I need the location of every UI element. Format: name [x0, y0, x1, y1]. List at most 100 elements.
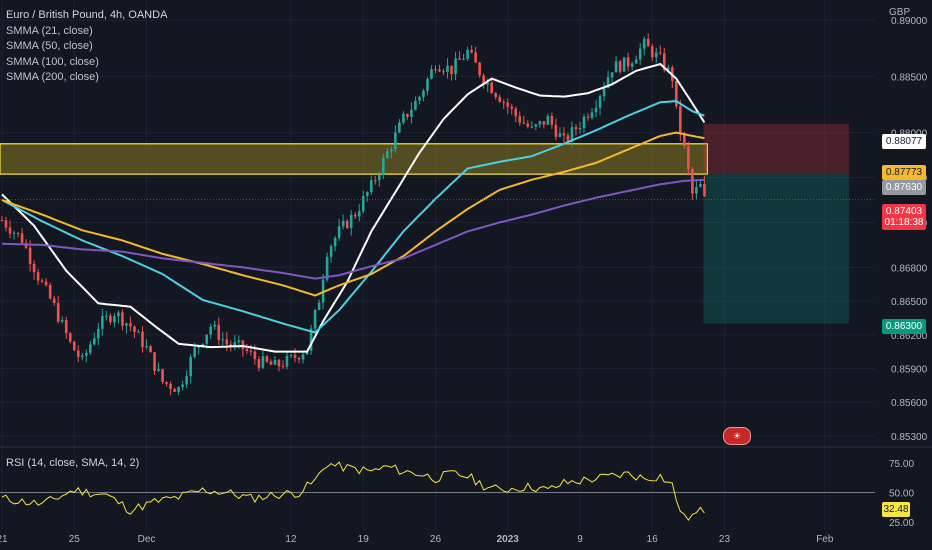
candle-body — [221, 339, 225, 341]
indicator-smma50-label[interactable]: SMMA (50, close) — [6, 40, 93, 52]
candle-body — [129, 323, 132, 327]
candle-body — [133, 326, 136, 332]
candle-body — [8, 227, 12, 234]
candle-body — [113, 316, 116, 323]
rsi-axis-tick-label: 25.00 — [889, 518, 914, 529]
candle-body — [225, 339, 229, 345]
price-axis-tick-label: 0.86800 — [891, 263, 928, 274]
candle-body — [277, 360, 281, 367]
candle-body — [333, 237, 337, 247]
candle-body — [414, 100, 417, 110]
candle-body — [490, 82, 493, 94]
candle-body — [410, 109, 413, 117]
candle-body — [313, 309, 317, 329]
candle-body — [606, 77, 610, 88]
candle-body — [4, 220, 8, 228]
time-axis-tick-label: 21 — [0, 534, 8, 545]
candle-body — [36, 272, 40, 281]
candle-body — [382, 157, 385, 175]
candle-body — [165, 382, 168, 384]
candle-body — [197, 346, 200, 348]
candle-body — [462, 58, 465, 60]
candle-body — [530, 126, 534, 128]
candle-body — [253, 351, 257, 360]
candle-body — [646, 38, 650, 47]
indicator-smma200-label[interactable]: SMMA (200, close) — [6, 71, 99, 83]
candle-body — [658, 52, 662, 54]
candle-body — [666, 67, 670, 70]
candle-body — [566, 135, 570, 141]
candle-body — [466, 49, 469, 59]
candle-body — [249, 350, 253, 352]
candle-body — [614, 61, 618, 73]
smma-line-0 — [1, 62, 706, 353]
candle-body — [209, 326, 213, 335]
candle-body — [189, 356, 192, 377]
candle-body — [390, 149, 393, 152]
candle-body — [285, 355, 289, 367]
candle-body — [161, 369, 164, 383]
candle-body — [64, 320, 68, 334]
candle-body — [213, 324, 217, 327]
candle-body — [72, 341, 76, 351]
rsi-legend[interactable]: RSI (14, close, SMA, 14, 2) — [6, 457, 140, 469]
candle-body — [594, 107, 598, 113]
candle-body — [301, 354, 305, 360]
candle-body — [638, 48, 642, 60]
candle-body — [293, 355, 297, 358]
candle-body — [89, 344, 92, 353]
candle-body — [193, 347, 196, 357]
candle-body — [145, 346, 148, 348]
candle-body — [265, 356, 269, 362]
rsi-value-tag: 32.48 — [882, 502, 910, 517]
candle-body — [317, 302, 321, 310]
candle-body — [398, 122, 401, 133]
candle-body — [281, 366, 285, 368]
indicator-smma21-label[interactable]: SMMA (21, close) — [6, 24, 93, 37]
time-axis-tick-label: 16 — [647, 534, 659, 545]
candle-body — [76, 350, 80, 357]
candle-body — [502, 101, 506, 103]
symbol-title: Euro / British Pound, 4h, OANDA — [6, 9, 168, 21]
bar-countdown: 01:18:38 — [884, 217, 924, 228]
candle-body — [558, 133, 562, 137]
candle-body — [550, 116, 554, 125]
candle-body — [378, 174, 381, 181]
candle-body — [494, 93, 497, 97]
candle-body — [273, 360, 277, 365]
candle-body — [442, 71, 445, 73]
candle-body — [570, 127, 574, 141]
candle-body — [562, 133, 566, 136]
candle-body — [205, 334, 209, 344]
candle-body — [117, 312, 120, 317]
candle-body — [153, 352, 156, 371]
candle-body — [630, 63, 634, 67]
candle-body — [470, 49, 473, 53]
candle-body — [454, 58, 457, 75]
indicator-smma100-label[interactable]: SMMA (100, close) — [6, 55, 99, 68]
candle-body — [237, 340, 241, 343]
candle-body — [546, 116, 550, 125]
candle-body — [526, 123, 530, 127]
price-axis-tick-label: 0.88500 — [891, 72, 928, 83]
candle-body — [361, 196, 365, 212]
candle-body — [538, 121, 542, 125]
time-axis-tick-label: 25 — [69, 534, 81, 545]
candle-body — [357, 211, 361, 217]
candle-body — [269, 361, 273, 365]
candle-body — [325, 256, 329, 280]
price-axis-tick-label: 0.86200 — [891, 331, 928, 342]
candle-body — [169, 383, 172, 389]
candle-body — [257, 359, 261, 368]
candle-body — [586, 116, 590, 118]
candle-body — [16, 232, 20, 234]
broker-logo-icon[interactable]: ☀ — [723, 427, 751, 445]
candle-body — [373, 180, 377, 182]
entry-price-tag: 0.87630 — [882, 180, 926, 195]
candle-body — [56, 303, 60, 322]
short-position-risk-area — [703, 123, 849, 175]
candle-body — [406, 113, 409, 117]
time-axis-tick-label: Feb — [816, 534, 834, 545]
candle-body — [297, 357, 301, 360]
candle-body — [32, 263, 36, 273]
